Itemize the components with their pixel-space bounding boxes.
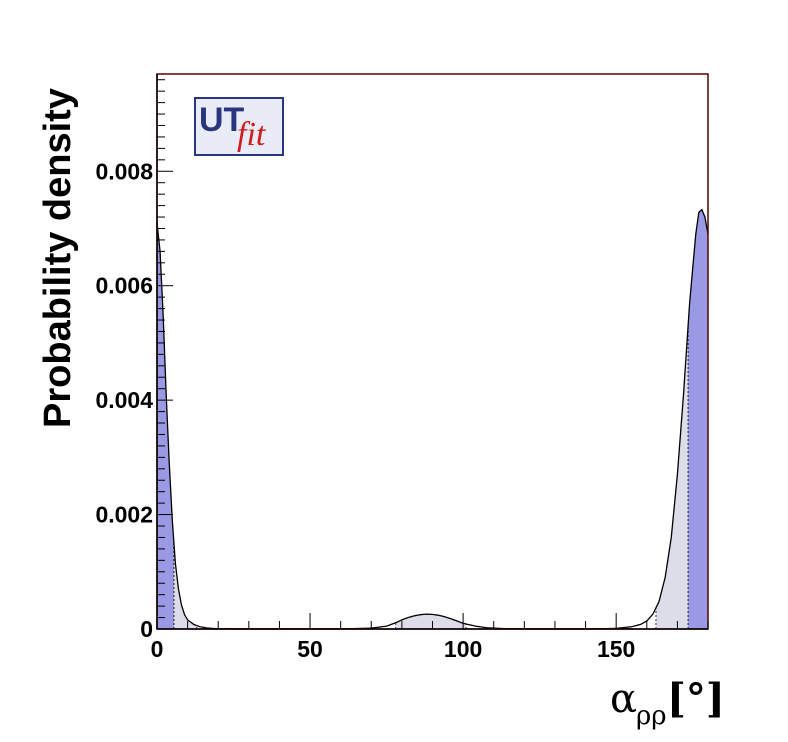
y-tick-label: 0.006 [95,273,153,299]
region-95-0 [173,541,197,629]
x-axis-title-sub: ρρ [636,701,667,731]
plot-curve-group [156,208,709,630]
y-tick-label: 0.004 [95,387,153,413]
utfit-logo-fit: fit [237,116,267,153]
y-tick-label: 0.008 [95,158,153,184]
x-tick-label: 100 [444,636,482,662]
region-68-1 [688,209,708,629]
density-curve [156,208,709,630]
utfit-logo: UT fit [194,97,284,156]
region-95-2 [655,325,689,629]
x-axis-title-main: α [610,676,637,722]
x-tick-label: 150 [597,636,635,662]
y-tick-label: 0 [140,616,153,642]
utfit-logo-ut: UT [199,101,245,139]
region-68-0 [157,222,174,629]
x-axis-title-unit: [°] [667,675,725,722]
x-axis-title: α ρρ [°] [610,675,725,731]
x-tick-label: 0 [151,636,164,662]
plot-fills [157,209,708,629]
plot-frame [156,73,709,630]
y-axis: 0 0.002 0.004 0.006 0.008 [95,74,173,642]
x-tick-label: 50 [297,636,323,662]
region-95-1 [395,614,467,629]
y-tick-label: 0.002 [95,502,153,528]
utfit-logo-frame [194,97,284,156]
y-axis-title: Probability density [37,88,79,428]
x-axis: 0 50 100 150 [151,613,709,662]
